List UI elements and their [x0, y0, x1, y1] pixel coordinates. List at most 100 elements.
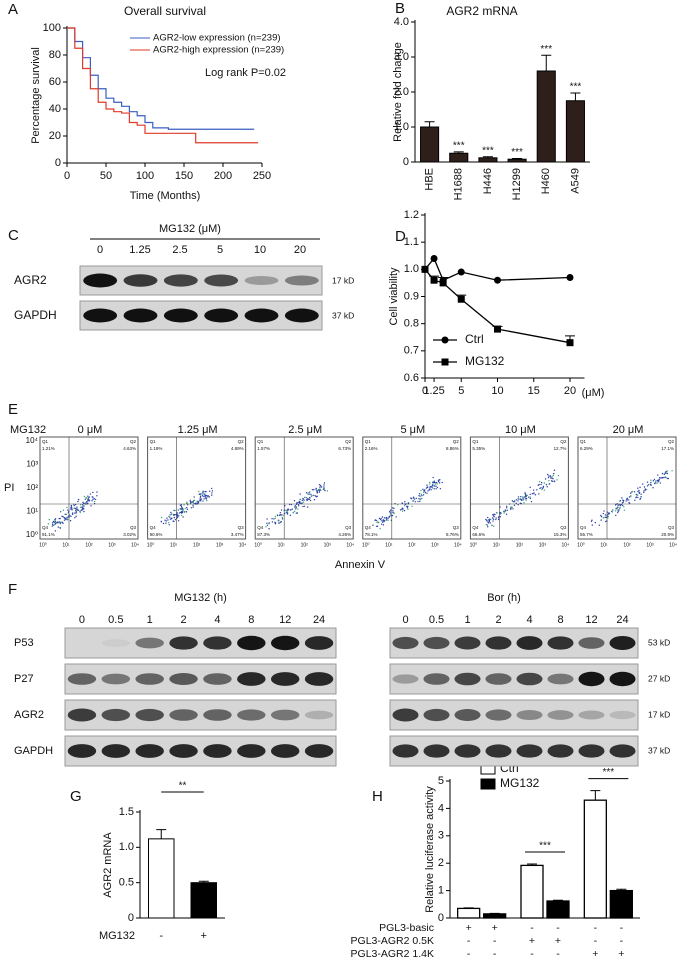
event-dot	[552, 478, 554, 480]
panel-letter: A	[8, 1, 18, 18]
event-dot	[407, 505, 409, 508]
event-dot	[319, 486, 321, 488]
event-dot	[387, 517, 389, 519]
blot-band	[516, 744, 543, 758]
event-dot	[276, 514, 279, 517]
event-dot	[274, 515, 277, 518]
quadrant-name: Q3	[560, 525, 567, 530]
event-dot	[413, 498, 416, 500]
event-dot	[183, 504, 185, 506]
significance: ***	[539, 841, 551, 852]
event-dot	[71, 512, 74, 514]
time-label: 1	[147, 614, 153, 626]
event-dot	[162, 522, 165, 525]
dose-label: 10	[254, 244, 266, 256]
event-dot	[392, 510, 394, 512]
event-dot	[498, 516, 500, 518]
size-label: 17 kD	[332, 275, 354, 285]
event-dot	[628, 499, 630, 501]
x-tick-label: H446	[482, 168, 494, 194]
event-dot	[326, 490, 329, 492]
x-tick-label: 10²	[516, 542, 524, 548]
blot-band	[454, 709, 481, 721]
time-label: 0.5	[108, 614, 123, 626]
event-dot	[403, 505, 406, 507]
dose-label: 20 μM	[613, 424, 644, 436]
blot-band	[609, 710, 636, 720]
event-dot	[547, 476, 550, 479]
y-axis-label: AGR2 mRNA	[102, 832, 114, 898]
event-dot	[69, 520, 72, 522]
event-dot	[92, 491, 94, 494]
y-tick-label: 0.9	[404, 290, 419, 302]
event-dot	[201, 494, 204, 496]
condition-sign: -	[530, 922, 534, 934]
x-tick-label: 10³	[431, 542, 439, 548]
bar	[520, 864, 544, 919]
row-label: AGR2	[14, 709, 44, 721]
event-dot	[536, 489, 538, 491]
event-dot	[204, 493, 206, 495]
size-label: 53 kD	[648, 637, 670, 647]
event-dot	[96, 491, 98, 493]
event-dot	[658, 479, 660, 481]
time-label: 24	[313, 614, 325, 626]
event-dot	[51, 525, 54, 527]
event-dot	[389, 509, 392, 511]
event-dot	[74, 508, 77, 510]
event-dot	[521, 496, 524, 498]
blot-band	[237, 672, 266, 686]
blot-band	[423, 636, 450, 650]
event-dot	[181, 509, 183, 511]
event-dot	[645, 488, 648, 491]
condition-sign: -	[620, 922, 624, 934]
blot-band	[485, 673, 512, 685]
event-dot	[436, 483, 438, 485]
event-dot	[499, 506, 501, 508]
event-dot	[661, 477, 663, 479]
condition-label: PGL3-AGR2 1.4K	[351, 948, 434, 959]
event-dot	[525, 497, 528, 500]
blot-band	[101, 708, 131, 722]
y-axis-label: Relative luciferase activity	[424, 786, 436, 913]
event-dot	[170, 513, 173, 515]
event-dot	[667, 477, 669, 480]
event-dot	[379, 518, 382, 521]
event-dot	[81, 509, 83, 511]
event-dot	[323, 486, 325, 488]
event-dot	[495, 518, 497, 521]
event-dot	[591, 524, 594, 526]
y-tick-label: 1.0	[394, 121, 409, 133]
event-dot	[524, 498, 526, 500]
x-tick-label: 10⁰	[39, 542, 47, 548]
event-dot	[643, 490, 645, 492]
quadrant-percent: 4.26%	[338, 532, 351, 537]
event-dot	[306, 506, 309, 508]
event-dot	[646, 485, 649, 487]
event-dot	[525, 499, 527, 501]
event-dot	[316, 492, 318, 494]
event-dot	[372, 524, 374, 526]
event-dot	[199, 496, 202, 498]
event-dot	[82, 504, 84, 506]
flow-plot	[577, 436, 677, 540]
x-tick-label: +	[201, 930, 207, 942]
event-dot	[274, 523, 277, 525]
y-axis-label: Relative fold change	[392, 42, 404, 142]
y-tick-label: 1.0	[119, 841, 134, 853]
x-tick-label: 10⁴	[669, 542, 677, 548]
event-dot	[208, 490, 211, 492]
blot-band	[203, 744, 232, 758]
event-dot	[315, 488, 317, 490]
event-dot	[487, 526, 489, 528]
event-dot	[495, 511, 498, 514]
blot-band	[204, 274, 239, 287]
event-dot	[207, 496, 209, 498]
blot-band	[516, 672, 543, 686]
event-dot	[53, 523, 56, 526]
quadrant-percent: 4.89%	[231, 446, 244, 451]
event-dot	[539, 487, 541, 490]
x-tick-label: 10¹	[278, 542, 286, 548]
condition-sign: -	[493, 935, 497, 947]
marker	[494, 325, 501, 333]
